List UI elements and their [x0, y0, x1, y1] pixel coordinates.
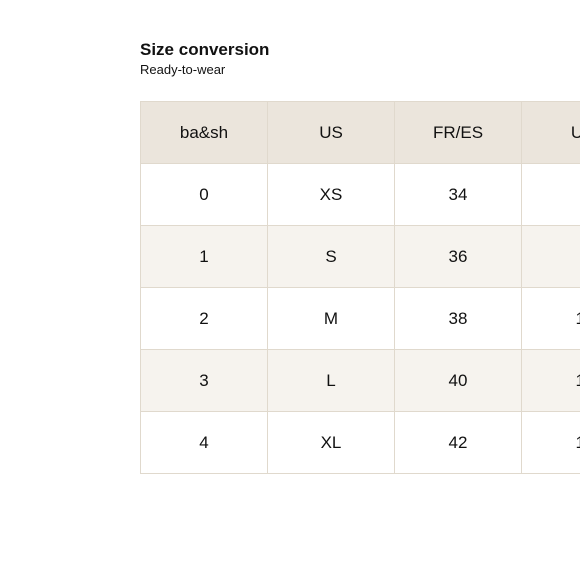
table-cell: 3 [140, 349, 268, 412]
table-body: 0XS3461S3682M38103L40124XL4214 [140, 163, 580, 474]
table-cell: 40 [394, 349, 522, 412]
table-cell: 14 [521, 411, 580, 474]
table-cell: 36 [394, 225, 522, 288]
table-cell: S [267, 225, 395, 288]
column-header: FR/ES [394, 101, 522, 164]
table-cell: 42 [394, 411, 522, 474]
table-cell: 6 [521, 163, 580, 226]
table-row: 0XS346 [140, 163, 580, 226]
table-cell: L [267, 349, 395, 412]
column-header: US [267, 101, 395, 164]
table-row: 3L4012 [140, 349, 580, 412]
table-cell: XS [267, 163, 395, 226]
column-header: UK/ [521, 101, 580, 164]
table-cell: 34 [394, 163, 522, 226]
table-row: 2M3810 [140, 287, 580, 350]
table-cell: 8 [521, 225, 580, 288]
table-cell: M [267, 287, 395, 350]
table-cell: 1 [140, 225, 268, 288]
table-cell: 2 [140, 287, 268, 350]
column-header: ba&sh [140, 101, 268, 164]
table-cell: 0 [140, 163, 268, 226]
title: Size conversion [140, 40, 270, 59]
table-row: 1S368 [140, 225, 580, 288]
table-cell: 10 [521, 287, 580, 350]
subtitle: Ready-to-wear [140, 62, 226, 77]
table-cell: 12 [521, 349, 580, 412]
table-cell: 4 [140, 411, 268, 474]
table-cell: 38 [394, 287, 522, 350]
table-cell: XL [267, 411, 395, 474]
table-row: 4XL4214 [140, 411, 580, 474]
